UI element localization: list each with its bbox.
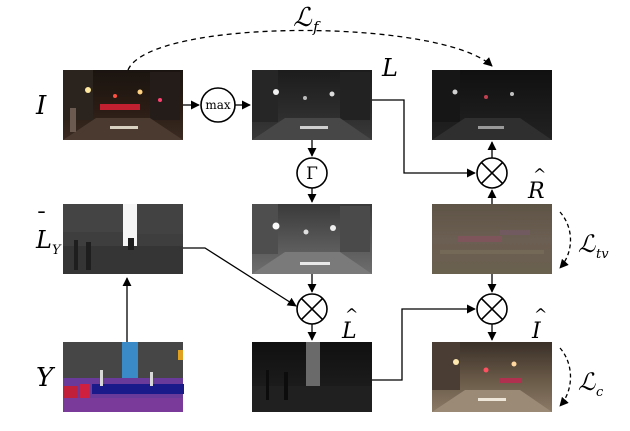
svg-text:^: ^ — [345, 305, 358, 324]
svg-text:tv: tv — [596, 247, 609, 262]
multiply-operator-top — [476, 157, 508, 189]
svg-text:^: ^ — [534, 305, 547, 324]
label-loss-tv: ℒ tv — [578, 230, 609, 262]
arrow-illum-hat-to-multiply-right — [372, 304, 476, 381]
svg-text:^: ^ — [533, 165, 546, 184]
svg-text:Y: Y — [52, 243, 62, 258]
loss-tv-dashed-curve — [559, 211, 572, 269]
svg-text:I: I — [531, 319, 542, 344]
multiply-operator-left — [296, 293, 328, 325]
label-illum: L — [381, 54, 398, 82]
arrow-semantic-illum-to-multiply — [183, 247, 297, 307]
label-loss-c: ℒ c — [578, 368, 604, 400]
arrow-illum-to-multiply-top — [372, 99, 476, 178]
connectors — [122, 29, 572, 407]
label-reflect: R ^ — [527, 165, 546, 204]
gamma-operator: Γ — [296, 157, 328, 189]
label-loss-f: ℒ f — [293, 3, 321, 36]
loss-c-dashed-curve — [559, 347, 572, 407]
svg-text:ℒ: ℒ — [578, 368, 596, 396]
label-semantic-illum: L Y ¯ — [35, 209, 62, 258]
svg-text:L: L — [341, 319, 357, 344]
svg-text:L: L — [35, 226, 52, 254]
input-night-image — [63, 70, 183, 140]
svg-text:R: R — [527, 179, 545, 204]
label-semantic: Y — [36, 363, 56, 393]
svg-text:¯: ¯ — [36, 209, 47, 234]
top-right-output-image — [432, 70, 552, 140]
label-recon: I ^ — [531, 305, 547, 344]
gamma-operator-label: Γ — [306, 164, 318, 184]
label-input: I — [35, 91, 47, 121]
max-operator-label: max — [205, 98, 231, 112]
max-illumination-image — [252, 70, 372, 140]
max-operator: max — [200, 87, 236, 123]
multiply-operator-right — [476, 293, 508, 325]
loss-f-dashed-arc — [127, 29, 493, 71]
svg-text:ℒ: ℒ — [293, 3, 313, 33]
semantic-illumination-image — [63, 204, 183, 274]
svg-text:c: c — [596, 385, 604, 400]
svg-text:f: f — [312, 18, 321, 36]
label-illum-hat: L ^ — [341, 305, 358, 344]
gamma-corrected-image — [252, 204, 372, 274]
estimated-illumination-image — [252, 342, 372, 412]
reflectance-image — [432, 204, 552, 274]
reconstructed-image — [432, 342, 552, 412]
semantic-segmentation-image — [63, 342, 184, 412]
svg-text:ℒ: ℒ — [578, 230, 596, 258]
